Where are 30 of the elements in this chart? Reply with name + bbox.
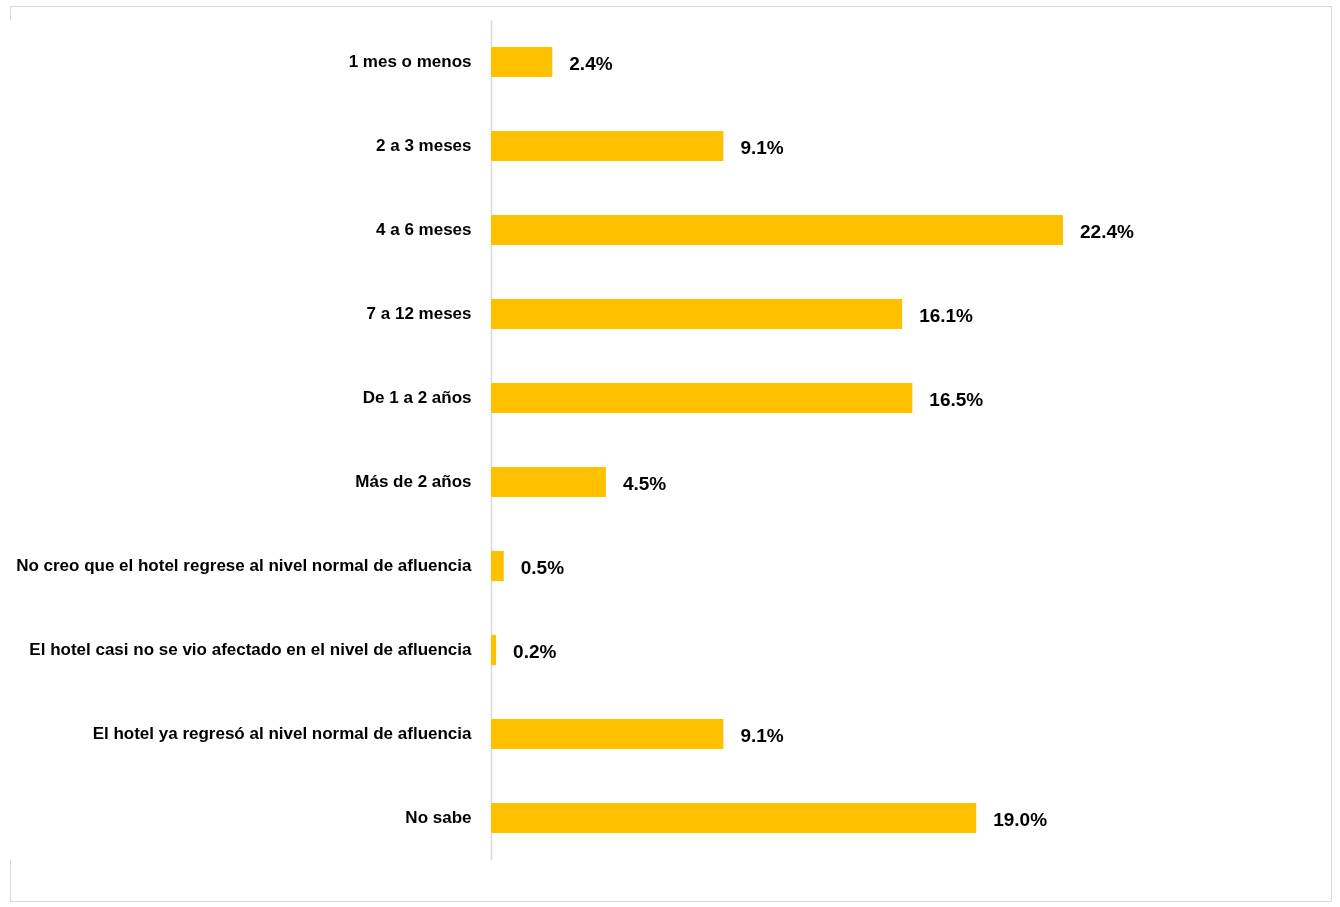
y-tick-label: De 1 a 2 años: [362, 388, 472, 407]
data-label: 0.2%: [513, 641, 557, 662]
data-label: 0.5%: [520, 557, 565, 578]
y-tick-label: 4 a 6 meses: [376, 220, 472, 239]
bar: [491, 802, 977, 834]
y-tick-label: 7 a 12 meses: [366, 304, 472, 323]
data-label: 4.5%: [622, 473, 667, 494]
data-label: 2.4%: [569, 53, 613, 74]
data-label: 19.0%: [993, 809, 1048, 830]
bar: [491, 130, 724, 162]
bar: [491, 466, 606, 498]
y-tick-label: El hotel casi no se vio afectado en el nivel de afluencia: [29, 640, 473, 659]
data-label: 16.1%: [919, 305, 974, 326]
bar: [491, 718, 724, 750]
y-tick-label: 1 mes o menos: [348, 52, 472, 71]
bar: [491, 298, 903, 330]
data-label: 16.5%: [929, 389, 984, 410]
bar: [491, 46, 553, 78]
y-tick-label: 2 a 3 meses: [376, 136, 472, 155]
data-label: 22.4%: [1080, 221, 1134, 242]
y-tick-label: Más de 2 años: [355, 472, 472, 491]
bar: [491, 550, 504, 582]
y-tick-label: El hotel ya regresó al nivel normal de afluencia: [92, 724, 473, 743]
bar: [491, 214, 1063, 246]
data-label: 9.1%: [740, 725, 784, 746]
data-label: 9.1%: [740, 137, 784, 158]
bar: [491, 382, 913, 414]
bar: [491, 634, 497, 666]
y-tick-label: No creo que el hotel regrese al nivel normal de afluencia: [16, 556, 473, 575]
y-tick-label: No sabe: [405, 808, 472, 827]
